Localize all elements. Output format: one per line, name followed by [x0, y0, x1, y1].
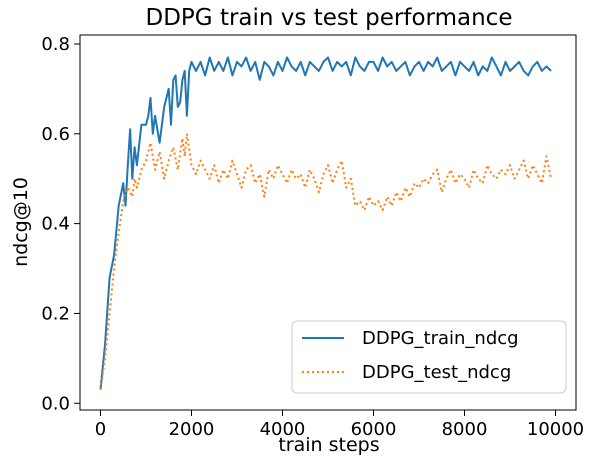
legend: DDPG_train_ndcg DDPG_test_ndcg — [291, 320, 567, 394]
y-axis-label: ndcg@10 — [10, 177, 32, 267]
y-tick-label: 0.0 — [41, 393, 70, 414]
y-tick-label: 0.4 — [41, 214, 70, 235]
x-tick-label: 4000 — [260, 419, 306, 440]
x-tick-label: 6000 — [351, 419, 397, 440]
x-tick-label: 2000 — [169, 419, 215, 440]
series-line-test — [99, 132, 552, 390]
x-axis-label: train steps — [278, 434, 379, 456]
chart-title: DDPG train vs test performance — [146, 5, 513, 31]
y-tick-label: 0.2 — [41, 303, 70, 324]
x-tick-label: 8000 — [442, 419, 488, 440]
axis-layer: 0 2000 4000 6000 8000 10000 0.0 0.2 0.4 0.6 0.8 — [41, 34, 584, 440]
y-tick-label: 0.8 — [41, 34, 70, 55]
legend-label-test: DDPG_test_ndcg — [362, 362, 511, 383]
series-layer — [99, 56, 552, 390]
plot-frame — [79, 34, 577, 411]
x-tick-label: 0 — [95, 419, 106, 440]
x-tick-label: 10000 — [527, 419, 584, 440]
legend-frame — [291, 320, 567, 394]
legend-label-train: DDPG_train_ndcg — [362, 328, 519, 349]
y-tick-label: 0.6 — [41, 124, 70, 145]
series-line-train — [99, 56, 552, 390]
